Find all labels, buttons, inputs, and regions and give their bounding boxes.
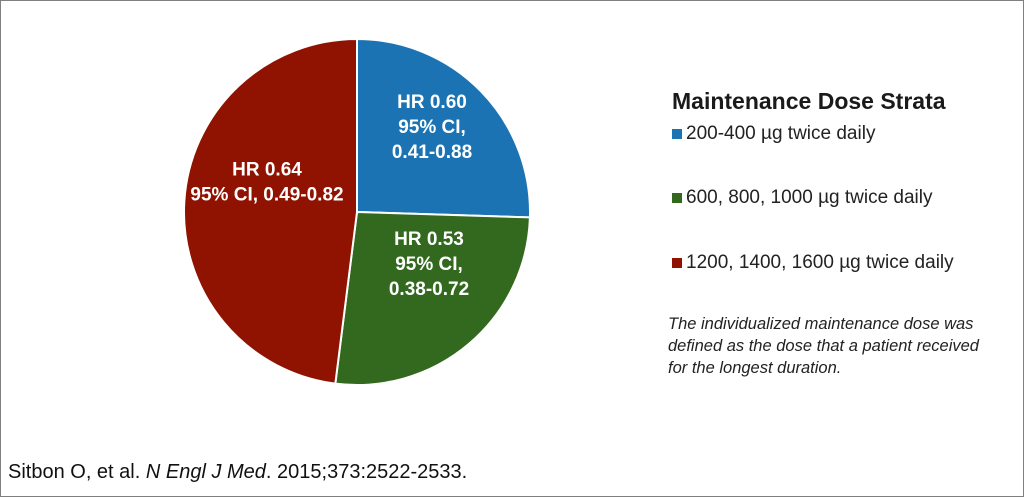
pie-slice-low-dose-label-line: 0.41-0.88 [392,142,472,163]
legend-swatch-blue [672,129,682,139]
citation: Sitbon O, et al. N Engl J Med. 2015;373:… [8,461,467,484]
citation-details: . 2015;373:2522-2533. [265,461,468,483]
pie-chart: HR 0.60 95% CI, 0.41-0.88 HR 0.53 95% CI, 0.3… [182,37,531,386]
dose-definition-note: The individualized maintenance dose was … [668,315,979,377]
pie-slice-high-dose-label: HR 0.64 95% CI, 0.49-0.82 [190,160,343,206]
pie-slice-high-dose-label-line: HR 0.64 [232,160,302,181]
legend-swatch-red [672,258,682,268]
citation-journal: N Engl J Med [145,461,266,483]
pie-slice-mid-dose-label-line: HR 0.53 [394,229,464,250]
pie-slice-mid-dose [334,210,531,386]
legend-item-low-dose: 200-400 µg twice daily [672,121,986,147]
pie-slice-mid-dose-label-line: 0.38-0.72 [389,279,469,300]
citation-authors: Sitbon O, et al. [8,461,146,483]
pie-slice-low-dose-label-line: 95% CI, [398,117,466,138]
pie-slice-mid-dose-label-line: 95% CI, [395,254,463,275]
pie-slice-low-dose-label-line: HR 0.60 [397,92,467,113]
pie-slice-high-dose [182,37,358,385]
legend-label-mid-dose: 600, 800, 1000 µg twice daily [686,187,933,208]
pie-slice-low-dose [356,37,531,219]
legend-swatch-green [672,193,682,203]
legend-item-high-dose: 1200, 1400, 1600 µg twice daily [672,250,956,276]
legend-label-high-dose: 1200, 1400, 1600 µg twice daily [686,252,954,273]
legend-item-mid-dose: 600, 800, 1000 µg twice daily [672,185,986,211]
pie-slice-mid-dose-label: HR 0.53 95% CI, 0.38-0.72 [389,229,469,300]
legend-title: Maintenance Dose Strata [672,88,946,114]
pie-slice-low-dose-label: HR 0.60 95% CI, 0.41-0.88 [392,92,472,163]
legend-label-low-dose: 200-400 µg twice daily [686,123,876,144]
pie-slice-high-dose-label-line: 95% CI, 0.49-0.82 [190,185,343,206]
